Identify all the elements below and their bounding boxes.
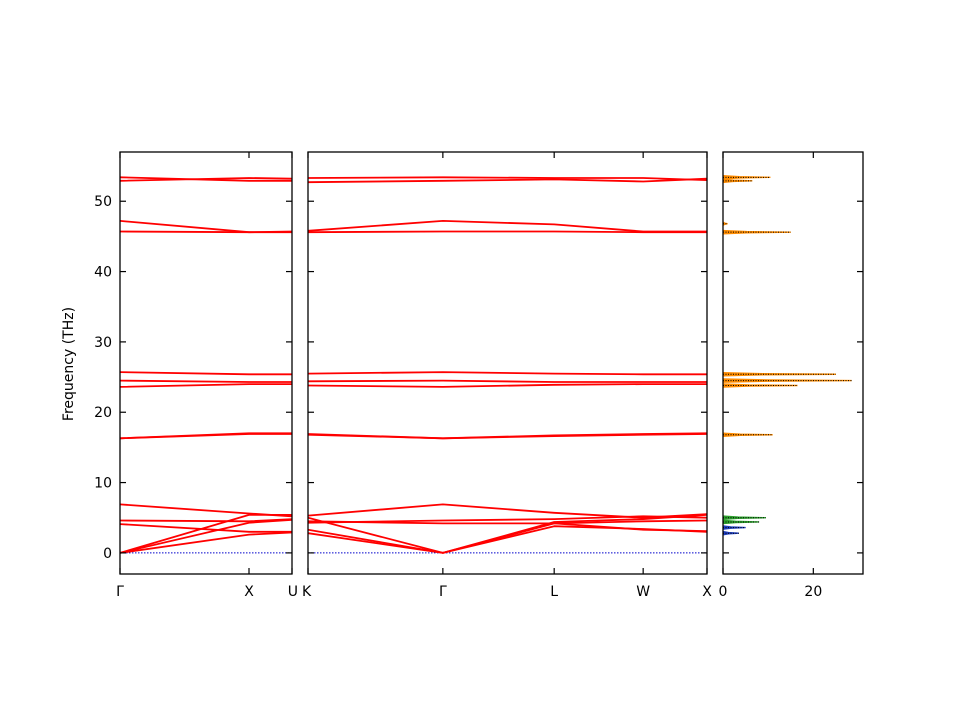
kpoint-label: K [302, 584, 312, 600]
dos-peak [723, 175, 771, 180]
y-tick-label: 40 [94, 265, 112, 281]
band-line [120, 379, 292, 383]
panel-frame [722, 151, 864, 575]
panel-frame [307, 151, 708, 575]
band-line [120, 531, 292, 554]
kpoint-label: L [550, 584, 558, 600]
band-line [308, 177, 707, 184]
band-line [308, 371, 707, 376]
band-line [308, 379, 707, 383]
y-tick-label: 0 [103, 546, 112, 562]
dos-peak [723, 371, 836, 377]
dos-peak [723, 378, 852, 383]
y-tick-label: 50 [94, 194, 112, 210]
kpoint-label: Γ [116, 584, 124, 600]
band-line [308, 433, 707, 440]
y-tick-label: 10 [94, 476, 112, 492]
dos-x-tick-label: 20 [804, 584, 822, 600]
kpoint-label: U [288, 584, 298, 600]
band-line [120, 433, 292, 440]
band-line [120, 523, 292, 533]
dos-panel: 0 20 [719, 151, 864, 600]
band-line [308, 176, 707, 181]
band-line [120, 503, 292, 518]
kpoint-label: W [636, 584, 650, 600]
band-lines [120, 176, 292, 554]
kpoint-label: X [702, 584, 712, 600]
dos-peak [723, 178, 753, 184]
dos-peak [723, 432, 773, 438]
band-line [308, 520, 707, 532]
band-line [120, 383, 292, 388]
y-tick-label: 30 [94, 335, 112, 351]
dos-peak [723, 515, 766, 521]
band-line [120, 518, 292, 523]
kpoint-label: X [244, 584, 254, 600]
band-line [308, 514, 707, 554]
band-panel-left: Γ X U 0 10 20 30 40 50 [94, 151, 298, 600]
kpoint-label: Γ [439, 584, 447, 600]
band-lines [308, 176, 707, 554]
band-line [120, 176, 292, 182]
band-line [308, 219, 707, 233]
band-line [120, 518, 292, 554]
band-line [120, 177, 292, 182]
band-line [120, 220, 292, 234]
band-line [308, 383, 707, 388]
band-line [308, 503, 707, 519]
y-axis-label: Frequency (THz) [61, 307, 77, 421]
dos-curves [723, 175, 852, 536]
y-tick-label: 20 [94, 405, 112, 421]
band-line [120, 371, 292, 376]
panel-frame [119, 151, 293, 575]
dos-x-tick-label: 0 [719, 584, 728, 600]
